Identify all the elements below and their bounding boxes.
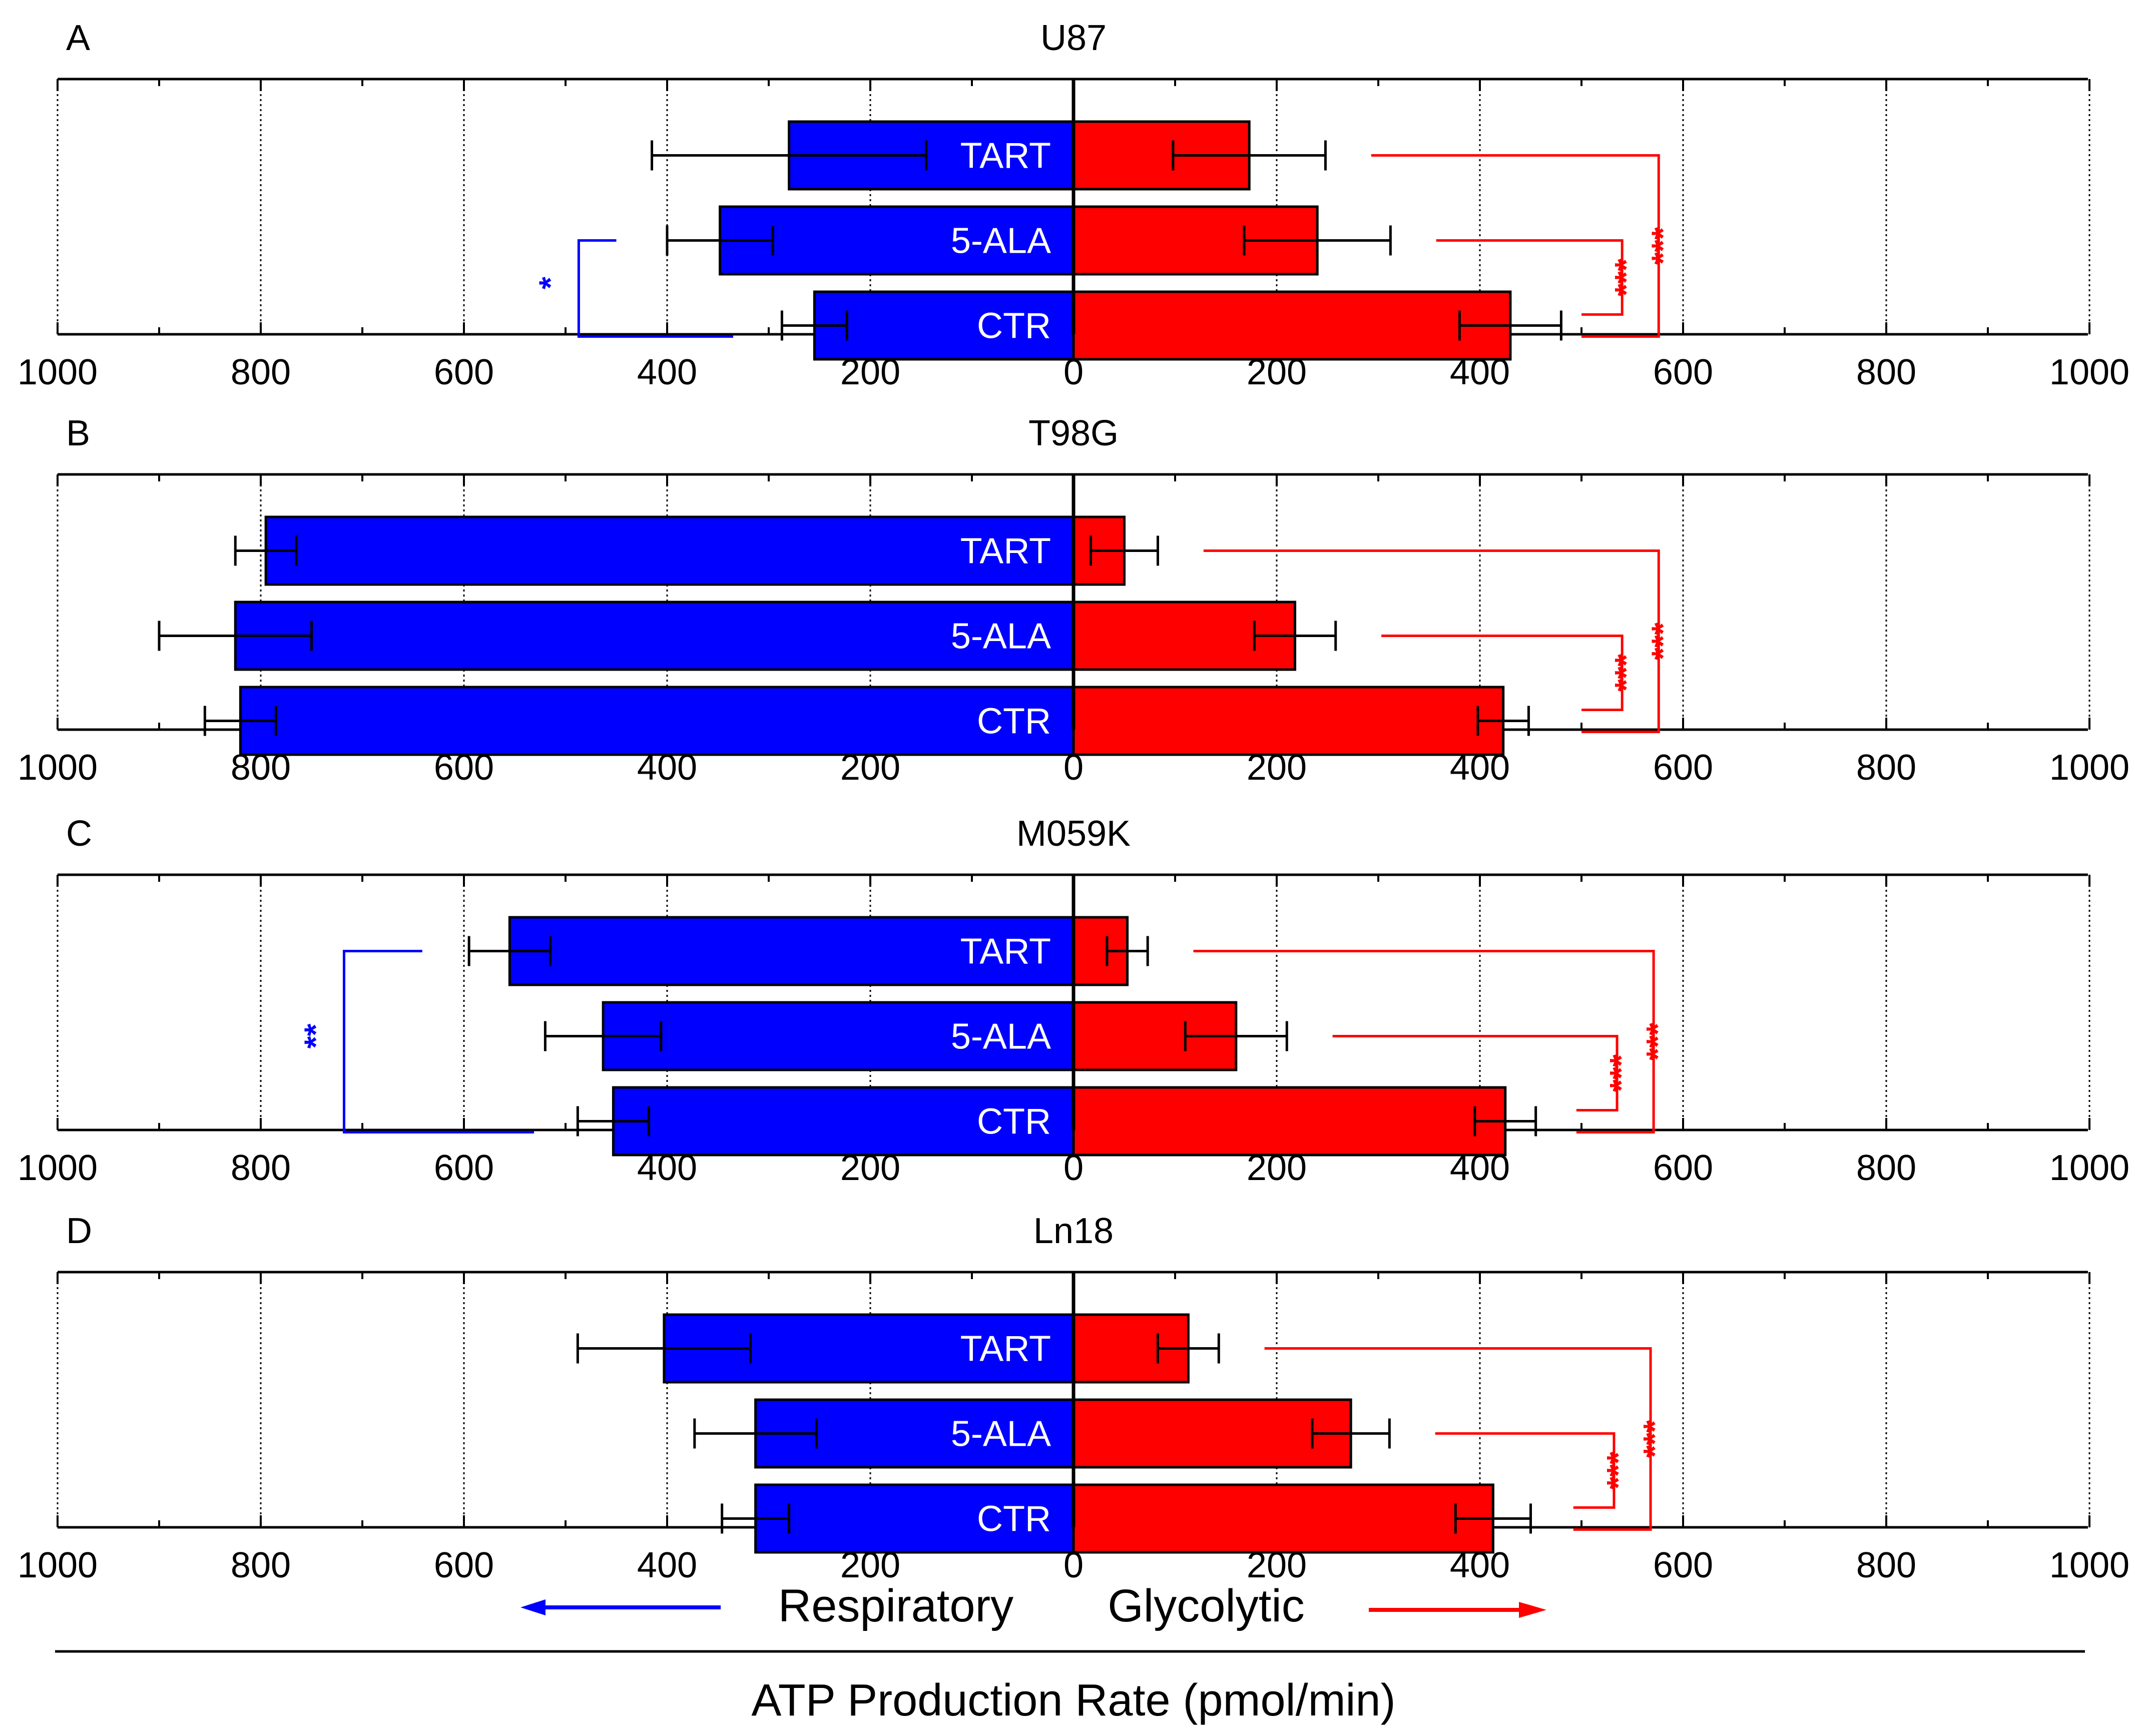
significance-bracket: [1371, 154, 1660, 338]
significance-stars: ***: [1608, 259, 1644, 296]
respiratory-bar: [813, 290, 1075, 361]
panel-letter: C: [66, 814, 92, 854]
tick-label: 1000: [18, 748, 98, 788]
tick-label: 600: [1653, 1545, 1713, 1585]
tick-label: 800: [231, 352, 291, 392]
significance-bracket: [1332, 1035, 1619, 1111]
respiratory-bar: [234, 601, 1075, 671]
chart-footer: Respiratory Glycolytic ATP Production Ra…: [55, 1580, 2085, 1725]
significance-stars: ***: [1637, 1420, 1673, 1458]
glycolytic-bar: [1072, 1398, 1352, 1469]
category-label: 5-ALA: [951, 617, 1051, 657]
glycolytic-bar: [1072, 686, 1505, 756]
respiratory-bar: [754, 1483, 1075, 1554]
tick-label: 1000: [2049, 1545, 2129, 1585]
panel-title: T98G: [1028, 413, 1119, 453]
category-label: TART: [960, 932, 1051, 972]
tick-label: 600: [1653, 352, 1713, 392]
significance-bracket: [1381, 635, 1624, 711]
respiratory-arrow-icon: [520, 1599, 546, 1615]
respiratory-direction-label: Respiratory: [778, 1580, 1013, 1631]
tick-label: 800: [231, 1148, 291, 1188]
tick-label: 600: [434, 352, 494, 392]
tick-label: 400: [637, 352, 697, 392]
significance-bracket: [1203, 549, 1660, 733]
glycolytic-direction-label: Glycolytic: [1108, 1580, 1305, 1631]
tick-label: 800: [1856, 748, 1916, 788]
tick-label: 1000: [18, 1545, 98, 1585]
respiratory-bar: [239, 686, 1075, 756]
respiratory-bar: [612, 1086, 1075, 1156]
significance-stars: ***: [1603, 1054, 1639, 1092]
significance-stars: ***: [1640, 1023, 1676, 1060]
tick-label: 1000: [18, 352, 98, 392]
respiratory-bar: [719, 205, 1075, 276]
tick-label: 1000: [2049, 748, 2129, 788]
significance-stars: ***: [1645, 623, 1681, 660]
panel-letter: A: [66, 18, 90, 58]
panel-title: U87: [1040, 18, 1107, 58]
significance-stars: ***: [1600, 1452, 1636, 1489]
tick-label: 800: [1856, 352, 1916, 392]
respiratory-bar: [663, 1313, 1075, 1384]
significance-bracket: [1436, 239, 1624, 316]
tick-label: 1000: [2049, 352, 2129, 392]
x-axis-label: ATP Production Rate (pmol/min): [751, 1675, 1395, 1725]
tick-label: 600: [434, 1545, 494, 1585]
significance-bracket: [1193, 950, 1655, 1133]
category-label: CTR: [977, 1102, 1051, 1142]
significance-stars: ***: [1608, 654, 1644, 692]
significance-stars: **: [297, 1024, 333, 1049]
panel-title: M059K: [1016, 814, 1131, 854]
category-label: TART: [960, 136, 1051, 176]
tick-label: 600: [1653, 1148, 1713, 1188]
category-label: CTR: [977, 702, 1051, 742]
glycolytic-bar: [1072, 1086, 1507, 1156]
category-label: CTR: [977, 1499, 1051, 1539]
tick-label: 800: [1856, 1148, 1916, 1188]
significance-stars: *: [532, 277, 568, 289]
significance-stars: ***: [1645, 227, 1681, 265]
tick-label: 600: [1653, 748, 1713, 788]
panel-letter: D: [66, 1211, 92, 1251]
tick-label: 600: [434, 1148, 494, 1188]
category-label: TART: [960, 531, 1051, 571]
significance-bracket: [342, 950, 535, 1133]
category-label: 5-ALA: [951, 1017, 1051, 1057]
tick-label: 400: [637, 1545, 697, 1585]
glycolytic-arrow-icon: [1519, 1602, 1546, 1618]
panel-title: Ln18: [1033, 1211, 1114, 1251]
category-label: 5-ALA: [951, 221, 1051, 261]
significance-bracket: [577, 239, 733, 338]
significance-bracket: [1264, 1347, 1652, 1531]
glycolytic-bar: [1072, 290, 1512, 361]
panel-letter: B: [66, 413, 90, 453]
glycolytic-bar: [1072, 1483, 1494, 1554]
tick-label: 1000: [18, 1148, 98, 1188]
tick-label: 800: [1856, 1545, 1916, 1585]
category-label: 5-ALA: [951, 1414, 1051, 1454]
significance-bracket: [1435, 1432, 1616, 1509]
category-label: CTR: [977, 306, 1051, 346]
respiratory-bar: [264, 515, 1075, 586]
tick-label: 1000: [2049, 1148, 2129, 1188]
tick-label: 800: [231, 1545, 291, 1585]
category-label: TART: [960, 1329, 1051, 1369]
